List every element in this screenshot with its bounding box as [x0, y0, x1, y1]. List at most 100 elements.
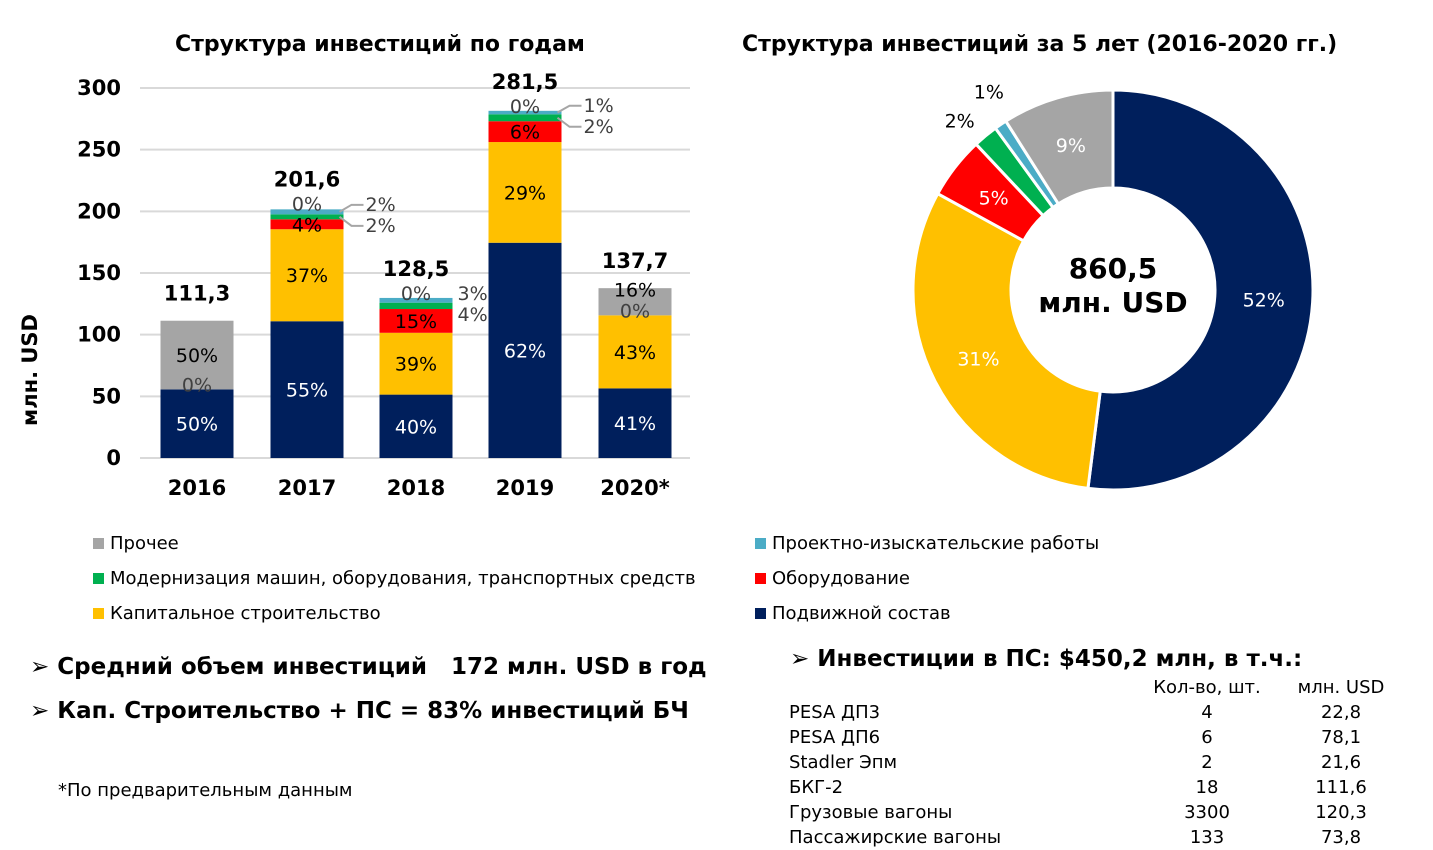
table-cell-usd: 21,6: [1320, 752, 1362, 773]
y-tick-label: 100: [77, 323, 121, 347]
data-label: 0%: [620, 300, 650, 322]
data-label: 43%: [614, 342, 656, 364]
data-label: 40%: [395, 416, 437, 438]
data-label: 29%: [504, 182, 546, 204]
legend-label: Капитальное строительство: [110, 603, 381, 624]
table-cell-name: Пассажирские вагоны: [789, 827, 1002, 848]
table-cell-name: PESA ДП3: [789, 702, 881, 723]
bar-chart: 0 50 100 150 200 250 300 млн. USD 50% 0% 50% 111,3 2…: [18, 70, 690, 500]
table-cell-usd: 120,3: [1315, 802, 1367, 823]
data-label: 0%: [401, 283, 431, 305]
legend-label: Модернизация машин, оборудования, трансп…: [110, 568, 696, 589]
bar-segment: [160, 389, 234, 458]
data-label: 6%: [510, 122, 540, 144]
legend-item: Проектно-изыскательские работы: [755, 533, 1099, 554]
bar-segment: [598, 288, 672, 316]
legend-item: Прочее: [93, 533, 179, 554]
bar-segment: [379, 302, 453, 310]
legend-item: Модернизация машин, оборудования, трансп…: [93, 568, 696, 589]
table-cell-usd: 73,8: [1320, 827, 1362, 848]
data-label: 62%: [504, 340, 546, 362]
bullet-1: ➢ Средний объем инвестиций 172 млн. USD …: [30, 654, 707, 680]
data-label: 0%: [292, 193, 322, 215]
table-cell-count: 3300: [1184, 802, 1230, 823]
bullet-2: ➢ Кап. Строительство + ПС = 83% инвестиц…: [30, 698, 689, 724]
data-label: 41%: [614, 413, 656, 435]
data-label: 37%: [286, 265, 328, 287]
slice-label: 1%: [974, 81, 1004, 103]
bar-segment: [379, 332, 453, 395]
total-label: 128,5: [383, 257, 449, 281]
table-cell-name: PESA ДП6: [789, 727, 881, 748]
bar-segment: [488, 114, 562, 122]
bar-segment: [270, 229, 344, 322]
bullet-text: Средний объем инвестиций 172 млн. USD в …: [57, 654, 707, 680]
table-cell-name: Stadler Эпм: [789, 752, 898, 773]
y-tick-label: 250: [77, 138, 121, 162]
total-label: 281,5: [492, 70, 558, 94]
bar-segment: [488, 121, 562, 143]
data-label: 15%: [395, 311, 437, 333]
total-label: 111,3: [164, 282, 230, 306]
x-tick-label: 2018: [387, 476, 445, 500]
table-cell-usd: 78,1: [1320, 727, 1362, 748]
data-label: 50%: [176, 345, 218, 367]
data-label: 3%: [458, 283, 488, 305]
data-label: 2%: [366, 215, 396, 237]
data-label: 0%: [510, 96, 540, 118]
leader-line: [338, 203, 364, 213]
donut-slice: [1003, 88, 1115, 206]
table-cell-name: Грузовые вагоны: [789, 802, 953, 823]
table-header: млн. USD: [1297, 677, 1385, 698]
data-label: 2%: [366, 194, 396, 216]
slice-label: 52%: [1243, 289, 1285, 311]
legend-item: Оборудование: [755, 568, 910, 589]
center-unit: млн. USD: [1038, 286, 1187, 319]
legend-item: Капитальное строительство: [93, 603, 381, 624]
ps-title-text: Инвестиции в ПС: $450,2 млн, в т.ч.:: [817, 646, 1303, 672]
bar-segment: [270, 321, 344, 458]
x-tick-label: 2020*: [600, 476, 669, 500]
slice-label: 5%: [979, 187, 1009, 209]
data-label: 4%: [458, 304, 488, 326]
table-cell-count: 18: [1195, 777, 1219, 798]
y-tick-label: 50: [92, 384, 121, 408]
bullet-text: Кап. Строительство + ПС = 83% инвестиций…: [57, 698, 689, 724]
legend-item: Подвижной состав: [755, 603, 951, 624]
bar-chart-title: Структура инвестиций по годам: [175, 32, 585, 57]
table-cell-count: 133: [1189, 827, 1225, 848]
bar-segment: [598, 315, 672, 389]
leader-line: [338, 216, 364, 227]
x-tick-label: 2017: [278, 476, 336, 500]
data-label: 16%: [614, 279, 656, 301]
table-cell-count: 6: [1201, 727, 1213, 748]
legend-swatch: [755, 573, 766, 584]
legend-label: Проектно-изыскательские работы: [772, 533, 1100, 554]
x-tick-label: 2019: [496, 476, 554, 500]
table-cell-count: 4: [1201, 702, 1213, 723]
legend-swatch: [93, 538, 104, 549]
y-axis-label: млн. USD: [18, 314, 42, 426]
total-label: 201,6: [274, 167, 340, 191]
legend-swatch: [755, 608, 766, 619]
bar-segment: [270, 209, 344, 215]
data-label: 50%: [176, 414, 218, 436]
legend-swatch: [755, 538, 766, 549]
table-header: Кол-во, шт.: [1153, 677, 1261, 698]
bar-segment: [598, 388, 672, 458]
footnote: *По предварительным данным: [58, 780, 353, 801]
slice-label: 9%: [1056, 135, 1086, 157]
slice-label: 2%: [945, 110, 975, 132]
ps-title: ➢ Инвестиции в ПС: $450,2 млн, в т.ч.:: [790, 646, 1303, 672]
legend-label: Прочее: [110, 533, 179, 554]
data-label: 2%: [584, 116, 614, 138]
bar-segment: [270, 214, 344, 220]
slice-label: 31%: [957, 349, 999, 371]
donut-chart-title: Структура инвестиций за 5 лет (2016-2020…: [742, 32, 1338, 57]
x-tick-label: 2016: [168, 476, 226, 500]
y-tick-label: 200: [77, 199, 121, 223]
data-label: 55%: [286, 380, 328, 402]
data-label: 1%: [584, 95, 614, 117]
leader-line: [557, 104, 582, 114]
